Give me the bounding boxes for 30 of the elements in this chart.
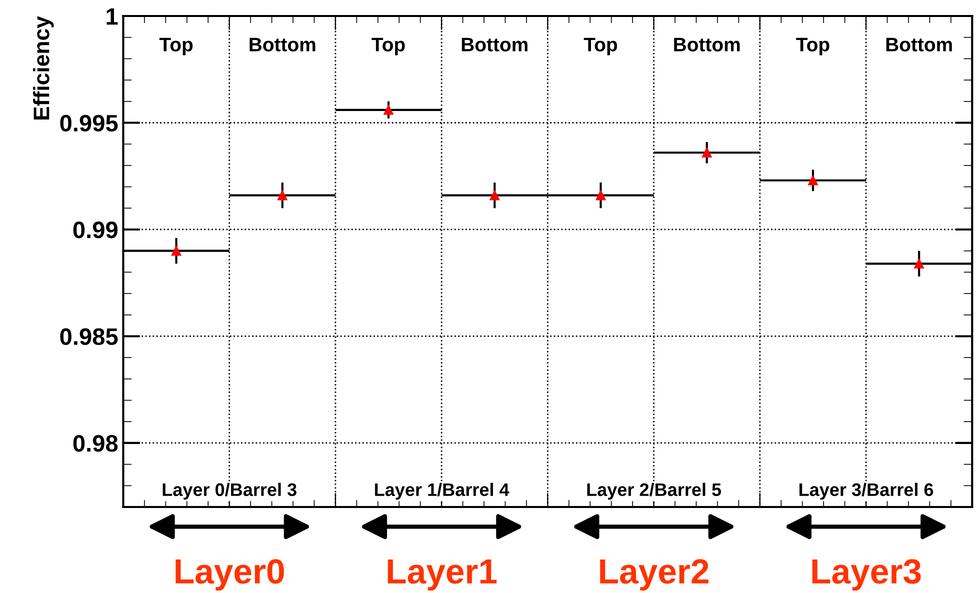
point [171,246,182,256]
x-tick-label: Top [584,38,618,56]
x-tick-label: Bottom [462,38,528,52]
y-tick-label: 0.985 [60,328,118,346]
point [278,190,288,200]
point [914,258,924,269]
point [702,148,712,158]
x-tick-label: Bottom [886,38,952,52]
text: Layer0 [176,559,284,591]
x-tick-label: Top [796,38,830,56]
annotation: Layer 1/Barrel 4 [375,482,510,500]
y-tick-label: 1 [106,8,118,25]
x-tick-label: Bottom [674,38,740,52]
x-tick-label: Bottom [250,38,316,52]
annotation: Layer 3/Barrel 6 [799,482,934,500]
text: Layer3 [812,559,921,591]
text: Layer2 [600,559,708,591]
annotation: Layer 2/Barrel 5 [587,482,722,500]
annotation: Layer 0/Barrel 3 [162,482,296,500]
y-tick-label: 0.99 [73,222,118,238]
point [384,105,394,115]
point [490,190,500,200]
x-tick-label: Top [159,38,193,56]
y-tick-label: 0.995 [60,114,118,132]
y-axis-title: Efficiency [33,16,54,120]
text: Layer1 [388,560,497,591]
x-tick-label: Top [372,38,405,56]
point [596,190,606,200]
y-tick-label: 0.98 [73,435,118,452]
point [808,176,818,186]
